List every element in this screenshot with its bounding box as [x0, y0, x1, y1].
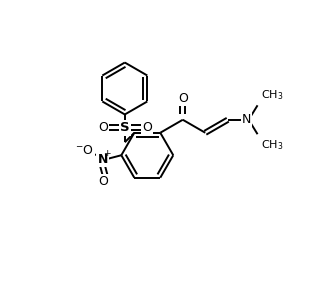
Text: O: O [98, 175, 108, 188]
Text: O: O [98, 121, 108, 135]
Text: CH$_3$: CH$_3$ [261, 138, 284, 152]
Text: S: S [120, 121, 130, 135]
Text: N: N [242, 113, 251, 126]
Text: CH$_3$: CH$_3$ [261, 88, 284, 102]
Text: N: N [97, 153, 108, 166]
Text: +: + [103, 149, 111, 158]
Text: O: O [178, 93, 188, 105]
Text: O: O [142, 121, 152, 135]
Text: $^{-}$O: $^{-}$O [75, 144, 94, 157]
